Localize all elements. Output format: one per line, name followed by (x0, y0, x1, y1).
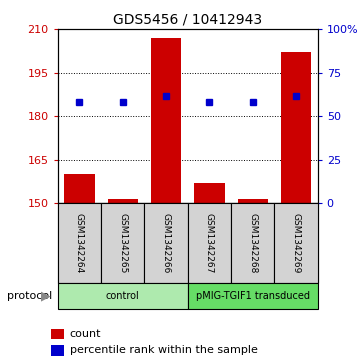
Text: protocol: protocol (7, 291, 52, 301)
Bar (151, 38, 181, 203)
Text: GSM1342266: GSM1342266 (162, 213, 170, 273)
Bar (238, 199, 268, 203)
Text: GSM1342267: GSM1342267 (205, 213, 214, 273)
Text: pMIG-TGIF1 transduced: pMIG-TGIF1 transduced (196, 291, 310, 301)
Text: percentile rank within the sample: percentile rank within the sample (70, 345, 258, 355)
Title: GDS5456 / 10412943: GDS5456 / 10412943 (113, 12, 262, 26)
FancyBboxPatch shape (58, 283, 188, 309)
Bar (51, 329, 64, 339)
Text: count: count (70, 329, 101, 339)
Bar (194, 183, 225, 203)
Text: ▶: ▶ (41, 289, 51, 302)
FancyBboxPatch shape (188, 283, 318, 309)
FancyBboxPatch shape (188, 203, 231, 283)
Bar (108, 199, 138, 203)
Text: GSM1342265: GSM1342265 (118, 213, 127, 273)
Text: control: control (106, 291, 140, 301)
Bar (64, 174, 95, 203)
FancyBboxPatch shape (231, 203, 274, 283)
FancyBboxPatch shape (144, 203, 188, 283)
Bar (51, 345, 64, 356)
Text: GSM1342269: GSM1342269 (292, 213, 300, 273)
Text: GSM1342268: GSM1342268 (248, 213, 257, 273)
Text: GSM1342264: GSM1342264 (75, 213, 84, 273)
FancyBboxPatch shape (101, 203, 144, 283)
FancyBboxPatch shape (58, 203, 101, 283)
FancyBboxPatch shape (274, 203, 318, 283)
Bar (281, 52, 311, 203)
